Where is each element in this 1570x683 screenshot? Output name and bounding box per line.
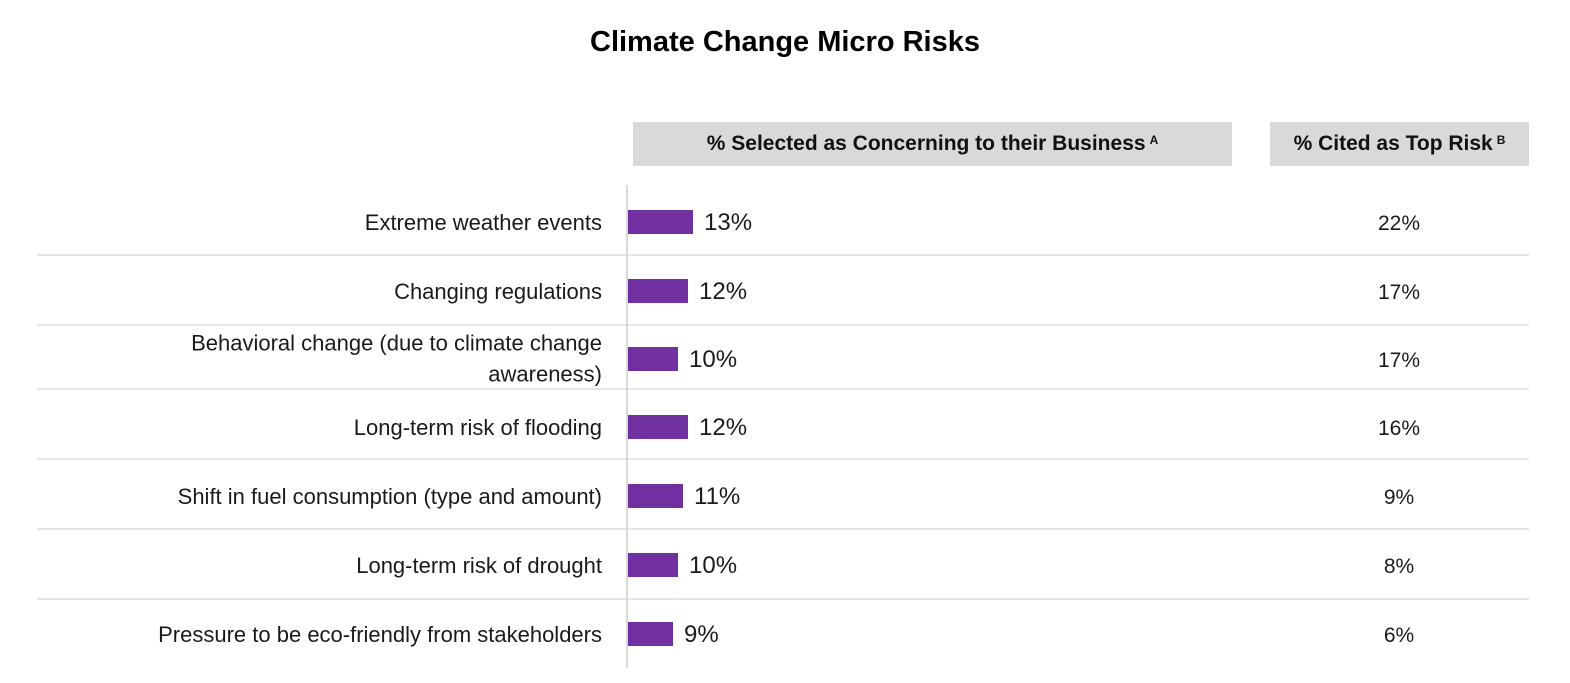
- column-header-top-risk: % Cited as Top Risk B: [1270, 122, 1529, 166]
- column-header-top-risk-note: B: [1496, 133, 1506, 147]
- top-risk-value: 17%: [1378, 281, 1420, 304]
- top-risk-value: 16%: [1378, 417, 1420, 440]
- top-risk-value: 8%: [1384, 555, 1414, 578]
- bar-value-label: 13%: [704, 209, 752, 236]
- bar-value-label: 10%: [689, 552, 737, 579]
- category-label-line: Pressure to be eco-friendly from stakeho…: [158, 622, 602, 647]
- top-risk-value: 6%: [1384, 624, 1414, 647]
- bar-value-label: 11%: [694, 483, 740, 510]
- bar: [628, 279, 688, 303]
- category-label: Long-term risk of flooding: [354, 415, 602, 440]
- bar: [628, 210, 693, 234]
- bar-value-label: 12%: [699, 414, 747, 441]
- category-label: Extreme weather events: [365, 210, 602, 235]
- column-header-selected: % Selected as Concerning to their Busine…: [633, 122, 1232, 166]
- bar-value-label: 12%: [699, 278, 747, 305]
- category-label-line: Extreme weather events: [365, 210, 602, 235]
- bar: [628, 415, 688, 439]
- top-risk-value: 9%: [1384, 486, 1414, 509]
- category-label: Shift in fuel consumption (type and amou…: [178, 484, 602, 509]
- column-header-selected-label: % Selected as Concerning to their Busine…: [706, 132, 1146, 155]
- bar: [628, 347, 678, 371]
- bar-value-label: 9%: [684, 621, 719, 648]
- top-risk-value: 17%: [1378, 349, 1420, 372]
- bar: [628, 622, 673, 646]
- category-label: Changing regulations: [394, 279, 602, 304]
- column-header-selected-note: A: [1149, 133, 1159, 147]
- category-label-line: awareness): [488, 362, 602, 387]
- bar: [628, 484, 683, 508]
- column-header-top-risk-label: % Cited as Top Risk: [1293, 132, 1493, 155]
- category-label-line: Changing regulations: [394, 279, 602, 304]
- chart-title: Climate Change Micro Risks: [590, 26, 980, 58]
- category-label-line: Shift in fuel consumption (type and amou…: [178, 484, 602, 509]
- category-label: Pressure to be eco-friendly from stakeho…: [158, 622, 602, 647]
- top-risk-value: 22%: [1378, 212, 1420, 235]
- bar-value-label: 10%: [689, 346, 737, 373]
- category-label-line: Long-term risk of flooding: [354, 415, 602, 440]
- category-label-line: Long-term risk of drought: [356, 553, 602, 578]
- category-label-line: Behavioral change (due to climate change: [191, 331, 602, 356]
- bar: [628, 553, 678, 577]
- category-label: Long-term risk of drought: [356, 553, 602, 578]
- category-label: Behavioral change (due to climate change…: [191, 331, 602, 387]
